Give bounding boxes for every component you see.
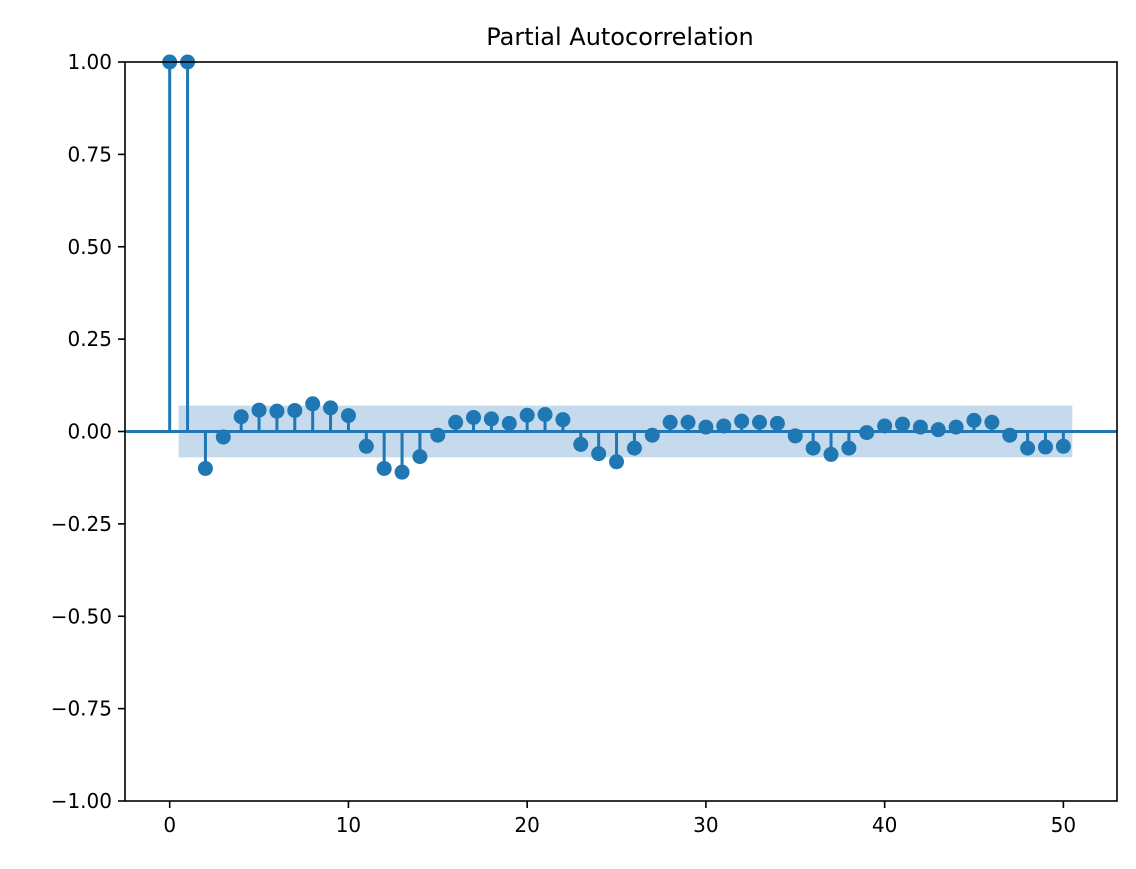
data-point-lag-19 bbox=[501, 415, 517, 431]
y-tick-label: −0.25 bbox=[51, 512, 112, 536]
data-point-lag-4 bbox=[233, 409, 249, 425]
data-point-lag-22 bbox=[555, 412, 571, 428]
data-point-lag-33 bbox=[752, 414, 768, 430]
data-point-lag-23 bbox=[573, 436, 589, 452]
data-point-lag-50 bbox=[1055, 438, 1071, 454]
data-point-lag-31 bbox=[716, 418, 732, 434]
x-tick-label: 0 bbox=[163, 813, 176, 837]
data-point-lag-35 bbox=[787, 428, 803, 444]
data-point-lag-12 bbox=[376, 460, 392, 476]
data-point-lag-45 bbox=[966, 412, 982, 428]
y-tick-label: 1.00 bbox=[67, 50, 112, 74]
data-point-lag-9 bbox=[323, 400, 339, 416]
data-point-lag-6 bbox=[269, 403, 285, 419]
data-point-lag-43 bbox=[930, 422, 946, 438]
y-tick-label: −1.00 bbox=[51, 789, 112, 813]
data-point-lag-25 bbox=[609, 454, 625, 470]
data-point-lag-41 bbox=[895, 416, 911, 432]
data-point-lag-38 bbox=[841, 440, 857, 456]
y-tick-label: 0.50 bbox=[67, 235, 112, 259]
y-ticks-layer: 1.00 0.75 0.50 0.25 0.00 −0.25 −0.50 −0.75 −1.00 bbox=[51, 50, 125, 813]
y-tick-label: −0.50 bbox=[51, 604, 112, 628]
x-tick-label: 40 bbox=[872, 813, 897, 837]
data-point-lag-36 bbox=[805, 440, 821, 456]
data-point-lag-2 bbox=[197, 460, 213, 476]
data-point-lag-11 bbox=[358, 438, 374, 454]
data-point-lag-16 bbox=[448, 414, 464, 430]
data-point-lag-14 bbox=[412, 449, 428, 465]
x-tick-label: 10 bbox=[336, 813, 361, 837]
data-point-lag-47 bbox=[1002, 427, 1018, 443]
data-point-lag-5 bbox=[251, 402, 267, 418]
data-point-lag-28 bbox=[662, 414, 678, 430]
data-point-lag-48 bbox=[1020, 440, 1036, 456]
data-point-lag-8 bbox=[305, 396, 321, 412]
data-point-lag-17 bbox=[466, 409, 482, 425]
data-point-lag-26 bbox=[626, 440, 642, 456]
chart-title: Partial Autocorrelation bbox=[486, 23, 754, 51]
data-point-lag-18 bbox=[483, 411, 499, 427]
data-point-lag-24 bbox=[591, 446, 607, 462]
data-point-lag-27 bbox=[644, 427, 660, 443]
x-tick-label: 20 bbox=[514, 813, 539, 837]
data-point-lag-10 bbox=[340, 408, 356, 424]
x-tick-label: 50 bbox=[1051, 813, 1076, 837]
marker-layer bbox=[162, 54, 1071, 480]
data-point-lag-7 bbox=[287, 402, 303, 418]
data-point-lag-49 bbox=[1038, 439, 1054, 455]
data-point-lag-42 bbox=[912, 419, 928, 435]
data-point-lag-40 bbox=[877, 418, 893, 434]
data-point-lag-37 bbox=[823, 446, 839, 462]
y-tick-label: −0.75 bbox=[51, 697, 112, 721]
data-point-lag-15 bbox=[430, 427, 446, 443]
data-point-lag-44 bbox=[948, 419, 964, 435]
y-tick-label: 0.25 bbox=[67, 327, 112, 351]
data-point-lag-20 bbox=[519, 407, 535, 423]
data-point-lag-30 bbox=[698, 419, 714, 435]
y-tick-label: 0.75 bbox=[67, 142, 112, 166]
data-point-lag-3 bbox=[215, 429, 231, 445]
data-point-lag-39 bbox=[859, 425, 875, 441]
data-point-lag-32 bbox=[734, 413, 750, 429]
data-point-lag-29 bbox=[680, 414, 696, 430]
data-point-lag-46 bbox=[984, 414, 1000, 430]
y-tick-label: 0.00 bbox=[67, 420, 112, 444]
data-point-lag-13 bbox=[394, 464, 410, 480]
x-ticks-layer: 0 10 20 30 40 50 bbox=[163, 801, 1076, 837]
data-point-lag-21 bbox=[537, 407, 553, 423]
data-point-lag-34 bbox=[769, 415, 785, 431]
x-tick-label: 30 bbox=[693, 813, 718, 837]
